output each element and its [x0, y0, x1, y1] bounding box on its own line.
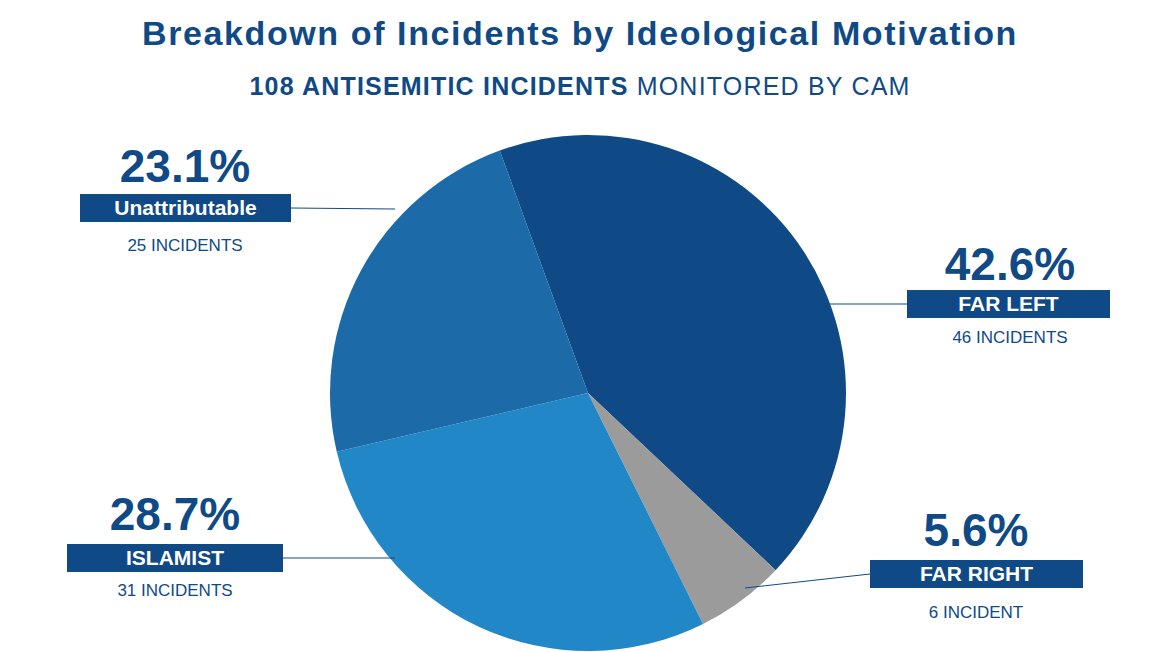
html-text:Breakdown of Incidents by Ideo: Breakdown of Incidents by Ideological Mo…	[142, 14, 1018, 52]
svg-text:FAR LEFT: FAR LEFT	[958, 292, 1058, 315]
svg-text:31 INCIDENTS: 31 INCIDENTS	[117, 581, 232, 600]
svg-text:42.6%: 42.6%	[945, 238, 1075, 290]
svg-text:ISLAMIST: ISLAMIST	[126, 546, 224, 569]
svg-text:FAR RIGHT: FAR RIGHT	[920, 562, 1033, 585]
svg-text:46 INCIDENTS: 46 INCIDENTS	[952, 328, 1067, 347]
svg-text:Unattributable: Unattributable	[114, 196, 256, 219]
svg-text:23.1%: 23.1%	[120, 140, 250, 192]
html-text:108 ANTISEMITIC INCIDENTS MONI: 108 ANTISEMITIC INCIDENTS MONITORED BY C…	[249, 72, 911, 100]
svg-text:6 INCIDENT: 6 INCIDENT	[929, 603, 1023, 622]
svg-text:28.7%: 28.7%	[110, 488, 240, 540]
svg-text:25 INCIDENTS: 25 INCIDENTS	[127, 236, 242, 255]
svg-text:5.6%: 5.6%	[924, 504, 1029, 556]
